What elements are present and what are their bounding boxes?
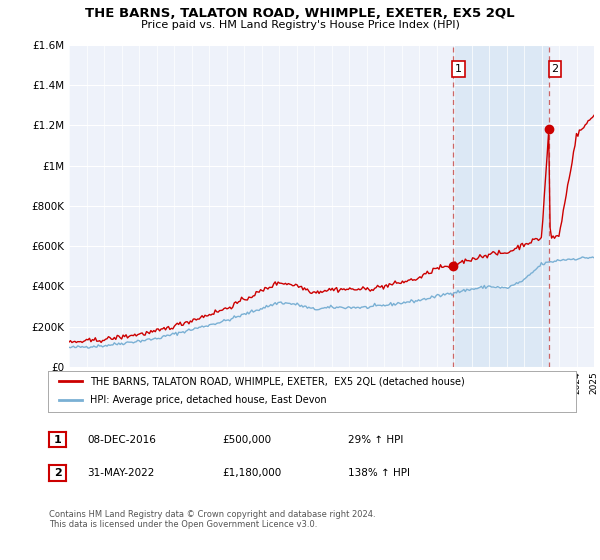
Text: 29% ↑ HPI: 29% ↑ HPI bbox=[348, 435, 403, 445]
Text: 1: 1 bbox=[455, 64, 462, 74]
Text: 31-MAY-2022: 31-MAY-2022 bbox=[87, 468, 154, 478]
Text: 2: 2 bbox=[54, 468, 61, 478]
Text: HPI: Average price, detached house, East Devon: HPI: Average price, detached house, East… bbox=[90, 395, 327, 405]
Text: THE BARNS, TALATON ROAD, WHIMPLE, EXETER, EX5 2QL: THE BARNS, TALATON ROAD, WHIMPLE, EXETER… bbox=[85, 7, 515, 20]
Text: THE BARNS, TALATON ROAD, WHIMPLE, EXETER,  EX5 2QL (detached house): THE BARNS, TALATON ROAD, WHIMPLE, EXETER… bbox=[90, 376, 465, 386]
Text: 08-DEC-2016: 08-DEC-2016 bbox=[87, 435, 156, 445]
Text: £1,180,000: £1,180,000 bbox=[222, 468, 281, 478]
Text: Contains HM Land Registry data © Crown copyright and database right 2024.
This d: Contains HM Land Registry data © Crown c… bbox=[49, 510, 376, 529]
Text: £500,000: £500,000 bbox=[222, 435, 271, 445]
Text: Price paid vs. HM Land Registry's House Price Index (HPI): Price paid vs. HM Land Registry's House … bbox=[140, 20, 460, 30]
Text: 2: 2 bbox=[551, 64, 559, 74]
Text: 138% ↑ HPI: 138% ↑ HPI bbox=[348, 468, 410, 478]
Text: 1: 1 bbox=[54, 435, 61, 445]
Bar bbox=[452, 45, 549, 367]
